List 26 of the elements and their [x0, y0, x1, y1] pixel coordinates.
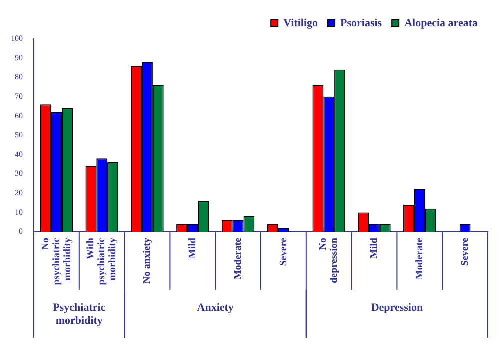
x-tick-label: No depression — [318, 238, 340, 284]
text: Depression — [371, 302, 424, 314]
y-tick-label: 70 — [15, 92, 23, 101]
y-tick-label: 40 — [15, 150, 23, 159]
x-tick-label: Severe — [460, 237, 471, 266]
y-tick-label: 30 — [15, 169, 23, 178]
x-tick-label: No anxiety — [142, 238, 154, 284]
y-tick-label: 0 — [19, 227, 23, 236]
y-tick-label: 20 — [15, 188, 23, 198]
y-tick-label: 10 — [15, 208, 23, 217]
text: Psychiatric morbidity — [53, 302, 106, 327]
y-tick-label: 60 — [15, 111, 23, 120]
y-tick-label: 90 — [15, 53, 23, 62]
legend-label: Psoriasis — [340, 17, 383, 30]
text: Anxiety — [197, 302, 234, 314]
y-tick-label: 100 — [11, 34, 23, 44]
legend-label: Vitiligo — [284, 17, 319, 30]
x-tick-label: Moderate — [232, 237, 244, 280]
x-tick-label: Mild — [369, 238, 380, 259]
x-tick-label: Moderate — [414, 237, 426, 280]
x-tick-label: Mild — [187, 238, 198, 259]
x-tick-label: Severe — [278, 237, 290, 266]
y-tick-label: 50 — [15, 130, 23, 140]
legend-label: Alopecia areata — [404, 17, 478, 30]
x-tick-label: No psychiatric morbidity — [40, 237, 74, 286]
y-tick-label: 80 — [15, 72, 23, 82]
